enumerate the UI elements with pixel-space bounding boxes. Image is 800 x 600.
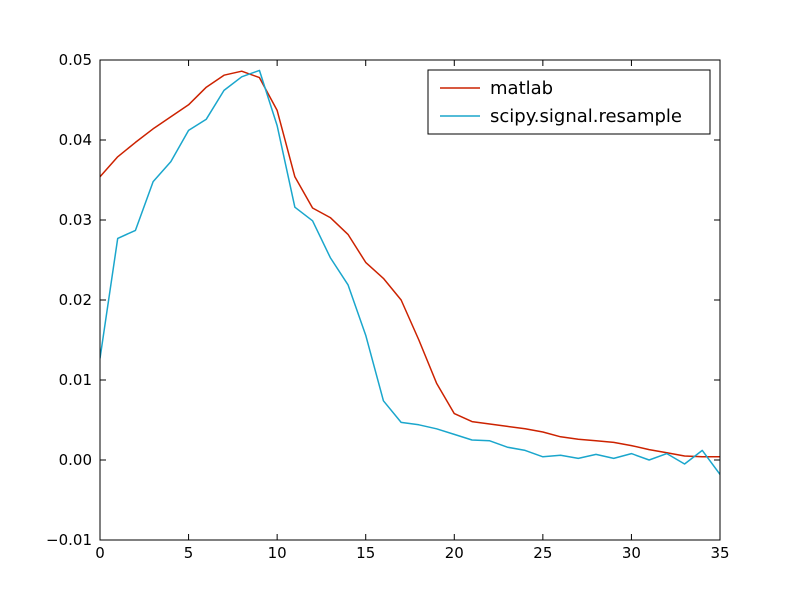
legend-box bbox=[427, 69, 711, 135]
series-layer bbox=[100, 69, 720, 475]
legend: matlab scipy.signal.resample bbox=[427, 69, 711, 135]
x-tick-label: 25 bbox=[533, 544, 552, 562]
series-line-matlab bbox=[100, 70, 720, 458]
x-tick-label: 5 bbox=[184, 544, 194, 562]
ticks-layer: 0 5 10 15 20 25 30 35 −0.01 0.00 0.01 0.02 0.03 0.04 0… bbox=[46, 51, 730, 562]
series-line-scipy-resample bbox=[100, 69, 720, 475]
legend-label: scipy.signal.resample bbox=[490, 106, 682, 127]
y-tick-label: 0.03 bbox=[59, 211, 92, 229]
x-tick-label: 0 bbox=[95, 544, 105, 562]
y-tick-label: 0.05 bbox=[59, 51, 92, 69]
x-tick-label: 30 bbox=[622, 544, 641, 562]
y-tick-label: 0.04 bbox=[59, 131, 92, 149]
legend-label: matlab bbox=[490, 78, 553, 99]
y-tick-label: 0.01 bbox=[59, 371, 92, 389]
x-tick-label: 35 bbox=[710, 544, 729, 562]
x-tick-label: 15 bbox=[356, 544, 375, 562]
y-tick-label: 0.00 bbox=[59, 451, 92, 469]
x-tick-label: 10 bbox=[268, 544, 287, 562]
x-tick-label: 20 bbox=[445, 544, 464, 562]
y-tick-label: 0.02 bbox=[59, 291, 92, 309]
y-tick-label: −0.01 bbox=[46, 531, 92, 549]
